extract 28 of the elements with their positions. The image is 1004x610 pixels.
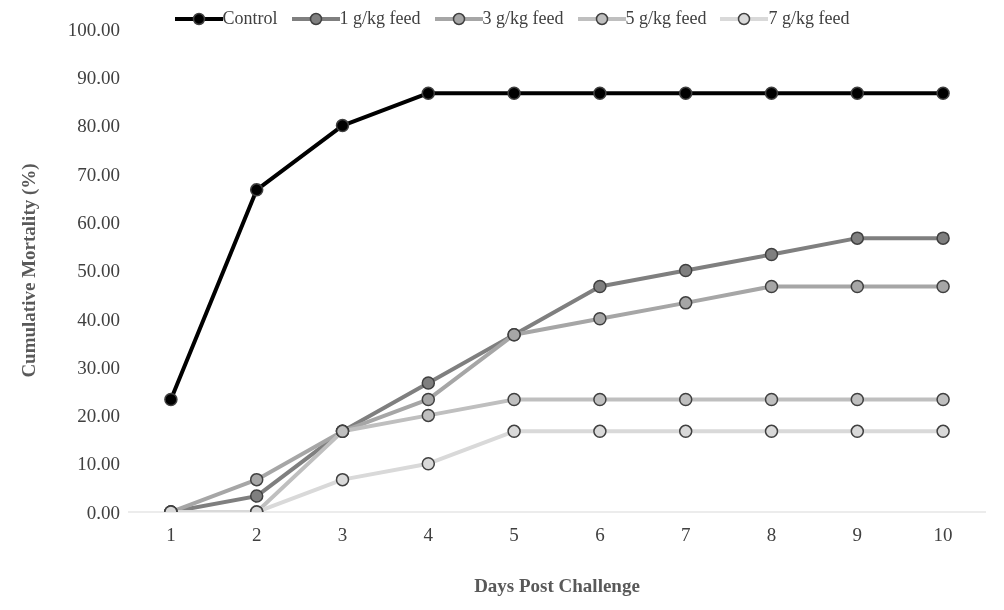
legend-label: 7 g/kg feed (768, 8, 850, 29)
y-axis-title: Cumulative Mortality (%) (17, 163, 40, 378)
x-tick-label: 7 (680, 524, 691, 546)
x-tick-label: 8 (766, 524, 777, 546)
y-tick-label: 60.00 (77, 211, 120, 233)
x-tick-label: 1 (166, 524, 176, 546)
y-tick-label: 80.00 (77, 115, 120, 137)
legend-label: 5 g/kg feed (625, 8, 707, 29)
y-tick-label: 70.00 (77, 163, 120, 185)
y-tick-label: 100.00 (67, 18, 120, 40)
x-tick-label: 10 (933, 524, 953, 546)
x-tick-label: 6 (595, 524, 605, 546)
x-tick-label: 5 (509, 524, 519, 546)
y-tick-label: 10.00 (77, 453, 120, 475)
x-tick-label: 4 (423, 524, 434, 546)
legend-label: 1 g/kg feed (339, 8, 421, 29)
y-tick-label: 30.00 (77, 356, 120, 378)
x-tick-label: 2 (251, 524, 262, 546)
y-tick-label: 90.00 (77, 67, 120, 89)
y-tick-label: 20.00 (77, 405, 120, 427)
x-tick-label: 3 (337, 524, 348, 546)
y-tick-label: 50.00 (77, 260, 120, 282)
y-tick-label: 0.00 (86, 501, 120, 523)
legend-label: Control (222, 8, 278, 29)
legend-label: 3 g/kg feed (482, 8, 564, 29)
x-tick-label: 9 (852, 524, 863, 546)
y-tick-label: 40.00 (77, 308, 120, 330)
x-axis-title: Days Post Challenge (474, 575, 640, 596)
